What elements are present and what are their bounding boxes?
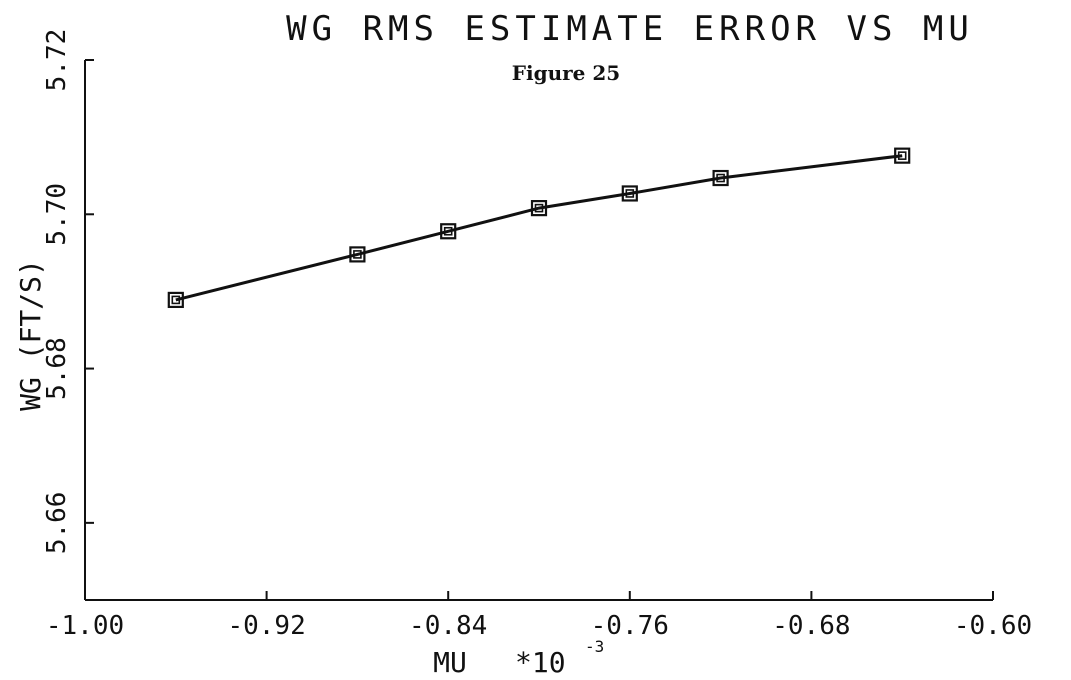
data-point-marker-inner (897, 151, 907, 160)
data-point (712, 169, 729, 187)
y-tick-label: 5.66 (42, 492, 72, 555)
axes (84, 60, 993, 601)
x-tick-label: -0.60 (954, 611, 1032, 641)
figure-label: Figure 25 (512, 61, 620, 85)
data-point-marker (167, 291, 184, 309)
data-point (349, 246, 366, 263)
data-point (167, 291, 184, 309)
series-group (167, 147, 911, 309)
data-point-marker-inner (534, 203, 544, 213)
x-axis-ticks: -1.00 -0.92 -0.84 -0.76 -0.68 -0.60 (46, 591, 1032, 641)
y-axis-ticks: 5.66 5.68 5.70 5.72 (42, 29, 94, 554)
chart-title: WG RMS ESTIMATE ERROR VS MU (286, 9, 974, 49)
x-tick-label: -0.68 (772, 611, 850, 641)
series-line (175, 154, 903, 302)
data-point-marker (440, 223, 457, 240)
x-axis-label: MU (433, 646, 467, 679)
data-point-marker (349, 246, 366, 263)
data-point-marker (530, 200, 548, 217)
data-point-marker-inner (171, 295, 181, 305)
data-point (530, 200, 548, 217)
data-point-marker (894, 147, 911, 164)
x-tick-label: -0.92 (227, 611, 305, 641)
x-tick-label: -1.00 (46, 611, 124, 641)
x-axis-multiplier: *10 (515, 646, 566, 679)
data-point-marker (621, 185, 638, 202)
y-tick-label: 5.72 (42, 29, 72, 92)
x-tick-label: -0.76 (591, 611, 669, 641)
data-point (894, 147, 911, 164)
x-axis-exponent: -3 (585, 637, 604, 656)
data-point-marker-inner (443, 226, 453, 236)
data-point (440, 223, 457, 240)
x-tick-label: -0.84 (409, 611, 487, 641)
x-axis-label-group: MU *10 -3 (433, 637, 604, 679)
y-axis-label: WG (FT/S) (14, 259, 47, 411)
data-point (621, 185, 638, 202)
y-tick-label: 5.70 (42, 183, 72, 246)
data-point-marker (712, 169, 729, 187)
y-tick-label: 5.68 (42, 337, 72, 400)
data-point-marker-inner (716, 173, 725, 183)
data-point-marker-inner (353, 250, 362, 259)
data-point-marker-inner (625, 189, 635, 198)
